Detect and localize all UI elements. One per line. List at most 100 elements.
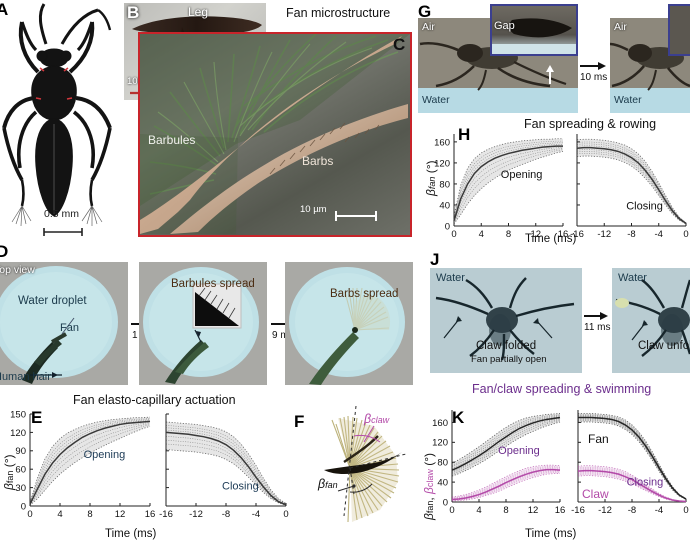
svg-text:0: 0 — [283, 509, 288, 520]
panel-h-chart: 0 40 80 120 160 0 4 8 12 16 Opening -16 -12 -8 -4 0 Clos… — [420, 128, 690, 246]
svg-text:150: 150 — [10, 409, 26, 420]
svg-text:-16: -16 — [571, 505, 585, 516]
panel-j-caption-2a: Claw unfolded — [638, 340, 690, 352]
svg-text:120: 120 — [434, 158, 450, 169]
panel-c-title: Fan microstructure — [286, 6, 391, 20]
panel-j-caption-1a: Claw folded — [476, 340, 537, 352]
svg-text:160: 160 — [432, 418, 448, 429]
panel-c-barbs-label: Barbs — [302, 154, 334, 168]
panel-d-label: D — [0, 242, 8, 261]
panel-j-caption-1b: Fan partially open — [471, 354, 547, 365]
svg-text:0: 0 — [21, 501, 26, 512]
panel-g-water-label-1: Water — [422, 94, 450, 106]
panel-h-title: Fan spreading & rowing — [524, 117, 657, 131]
panel-k-yaxis-label: βfan, βclaw (°) — [422, 452, 436, 520]
svg-text:-8: -8 — [628, 505, 636, 516]
svg-text:4: 4 — [479, 229, 484, 240]
svg-text:160: 160 — [434, 137, 450, 148]
svg-text:-4: -4 — [655, 505, 663, 516]
svg-text:12: 12 — [530, 229, 541, 240]
panel-c-scalebar-label: 10 µm — [300, 204, 327, 215]
panel-e-label: E — [31, 408, 42, 427]
svg-text:30: 30 — [15, 483, 26, 494]
panel-c-label: C — [393, 35, 405, 54]
panel-e-chart: 0 30 60 90 120 150 0 4 8 12 16 Opening -16 -12 -8 -4 0 Cl… — [0, 408, 290, 526]
svg-text:4: 4 — [476, 505, 481, 516]
svg-text:-12: -12 — [189, 509, 203, 520]
panel-a-label: A — [0, 0, 8, 19]
panel-j-arrow — [584, 310, 610, 322]
panel-g-air-label-2: Air — [614, 21, 627, 33]
svg-text:16: 16 — [555, 505, 566, 516]
panel-d-arrow-2-label: 9 ms — [272, 330, 294, 341]
panel-j-frame-1 — [430, 268, 582, 373]
panel-d-topview-label: Top view — [0, 264, 35, 276]
svg-text:-12: -12 — [597, 229, 611, 240]
svg-text:12: 12 — [115, 509, 126, 520]
svg-text:90: 90 — [15, 446, 26, 457]
svg-text:120: 120 — [432, 438, 448, 449]
svg-text:0: 0 — [683, 229, 688, 240]
panel-d-frame-3 — [285, 262, 413, 385]
panel-h-xaxis-label: Time (ms) — [525, 233, 577, 245]
svg-text:0: 0 — [445, 221, 450, 232]
panel-e-title: Fan elasto-capillary actuation — [73, 393, 236, 407]
panel-g-water-label-2: Water — [614, 94, 642, 106]
panel-b-label: B — [127, 3, 139, 22]
svg-text:0: 0 — [449, 505, 454, 516]
panel-k-chart: 0 40 80 120 160 0 4 8 12 16 Opening -16 -12 -8 -4 0 Clos… — [418, 404, 690, 522]
panel-d-frame-1 — [0, 262, 128, 385]
panel-k-xaxis-label: Time (ms) — [525, 528, 577, 540]
panel-d-barbs-spread-label: Barbs spread — [330, 288, 399, 300]
svg-text:-8: -8 — [222, 509, 230, 520]
panel-h-label: H — [458, 125, 470, 144]
panel-g-arrow-label: 10 ms — [580, 72, 608, 83]
panel-g-arrow — [580, 60, 608, 72]
svg-text:Opening: Opening — [501, 169, 543, 181]
panel-d-frame-2 — [139, 262, 267, 385]
panel-h-yaxis-label: βfan (°) — [424, 160, 438, 196]
svg-text:Closing: Closing — [626, 200, 663, 212]
panel-f-label: F — [294, 412, 304, 431]
svg-text:Opening: Opening — [498, 445, 540, 457]
panel-c-barbules-label: Barbules — [148, 133, 196, 147]
svg-text:8: 8 — [506, 229, 511, 240]
svg-text:-4: -4 — [252, 509, 260, 520]
panel-g-label: G — [418, 2, 431, 21]
panel-f-beta-claw-label: βclaw — [364, 412, 390, 426]
panel-j-arrow-label: 11 ms — [584, 322, 611, 333]
panel-f-beta-fan-label: βfan — [318, 477, 338, 491]
svg-text:Closing: Closing — [222, 480, 259, 492]
svg-text:40: 40 — [439, 200, 450, 211]
svg-text:40: 40 — [437, 478, 448, 489]
svg-text:8: 8 — [503, 505, 508, 516]
svg-text:80: 80 — [439, 179, 450, 190]
panel-j-label: J — [430, 250, 439, 269]
svg-text:120: 120 — [10, 428, 26, 439]
panel-e-xaxis-label: Time (ms) — [105, 528, 157, 540]
panel-j-water-label-2: Water — [618, 272, 647, 284]
panel-f-diagram — [310, 396, 428, 526]
panel-g-air-label-1: Air — [422, 21, 435, 33]
svg-text:60: 60 — [15, 465, 26, 476]
svg-text:16: 16 — [558, 229, 569, 240]
svg-text:-16: -16 — [570, 229, 584, 240]
panel-k-label: K — [452, 408, 464, 427]
svg-text:Opening: Opening — [84, 449, 126, 461]
svg-text:12: 12 — [528, 505, 539, 516]
panel-g-gap-label: Gap — [494, 20, 515, 32]
panel-j-frame-2 — [612, 268, 690, 373]
panel-e-yaxis-label: βfan (°) — [2, 454, 16, 490]
panel-j-title: Fan/claw spreading & swimming — [472, 382, 652, 396]
svg-text:-8: -8 — [627, 229, 635, 240]
panel-a-scalebar-label: 0.5 mm — [44, 208, 80, 220]
svg-text:Closing: Closing — [627, 476, 664, 488]
panel-k-legend-claw: Claw — [582, 487, 609, 501]
panel-j-water-label-1: Water — [436, 272, 465, 284]
panel-d-humanhair-label: Human hair — [0, 371, 51, 383]
svg-text:0: 0 — [27, 509, 32, 520]
panel-d-barbules-spread-label: Barbules spread — [171, 278, 255, 290]
svg-text:4: 4 — [57, 509, 62, 520]
panel-g-inset-2 — [668, 4, 690, 56]
